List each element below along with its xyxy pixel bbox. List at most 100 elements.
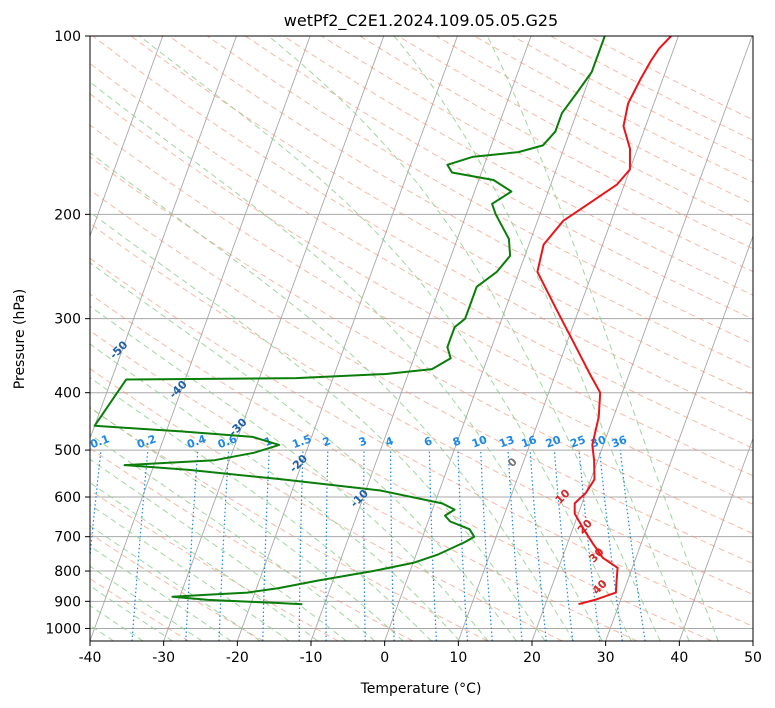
mixing-ratio-label: 2 (321, 434, 333, 449)
isotherm-line (457, 36, 679, 641)
dry-adiabat-label: -10 (348, 487, 371, 510)
mixing-ratio-line (578, 450, 601, 641)
moist-adiabat-line (90, 262, 517, 641)
dry-adiabat-line (550, 36, 753, 141)
mixing-ratio-line (131, 450, 149, 641)
dry-adiabat-line (90, 124, 753, 505)
y-tick-label: 800 (54, 564, 81, 580)
isotherm-line (90, 36, 164, 238)
mixing-ratio-line (363, 450, 366, 641)
moist-adiabat-label: 0 (505, 455, 520, 470)
mixing-ratio-line (90, 450, 102, 562)
dry-adiabat-label: -20 (287, 452, 310, 475)
dry-adiabat-line (168, 36, 753, 370)
dry-adiabat-line (90, 407, 488, 641)
mixing-ratio-label: 1.5 (290, 432, 313, 451)
x-tick-label: 10 (449, 650, 467, 666)
chart-title: wetPf2_C2E1.2024.109.05.05.G25 (284, 11, 558, 31)
mixing-ratio-line (507, 450, 523, 641)
moist-adiabat-line (90, 503, 290, 641)
dry-adiabat-line (90, 222, 753, 596)
moist-adiabat-line (90, 406, 404, 641)
dry-adiabat-label: -70 (0, 254, 14, 277)
x-tick-label: 50 (744, 650, 762, 666)
moist-adiabat-line (90, 565, 203, 641)
x-tick-label: 30 (597, 650, 615, 666)
mixing-ratio-line (619, 450, 646, 641)
mixing-ratio-label: 36 (610, 433, 629, 451)
dry-adiabat-line (90, 489, 339, 641)
moist-adiabat-line (487, 36, 719, 641)
y-tick-label: 600 (54, 490, 81, 506)
pressure-gridlines (90, 36, 753, 629)
isotherm-lines (90, 36, 753, 641)
moist-adiabat-line (393, 36, 690, 641)
mixing-ratio-label: 0.6 (216, 432, 239, 451)
y-tick-label: 100 (54, 29, 81, 45)
moist-adiabat-line (90, 545, 232, 641)
mixing-ratio-line (480, 450, 493, 641)
mixing-ratio-label: 6 (422, 434, 434, 449)
dry-adiabat-label: -40 (167, 378, 190, 401)
dry-adiabat-line (206, 36, 753, 345)
dry-adiabat-label: -50 (107, 338, 130, 361)
mixing-ratio-line (529, 450, 547, 641)
mixing-ratio-label: 0.4 (185, 432, 208, 451)
dry-adiabat-lines (90, 36, 753, 641)
moist-adiabat-line (90, 211, 546, 641)
x-tick-label: -40 (79, 650, 102, 666)
mixing-ratio-line (553, 450, 574, 641)
isotherm-line (236, 36, 458, 641)
moist-adiabat-line (90, 305, 489, 641)
isotherm-line (90, 36, 311, 641)
y-axis-ticks: 100 200 300 400 500 600 700 800 900 1000 (45, 29, 90, 637)
mixing-ratio-line (390, 450, 395, 641)
mixing-ratio-line (298, 450, 304, 641)
y-tick-label: 500 (54, 443, 81, 459)
reference-line-labels: 0.10.20.40.611.52346810131620253036-100-… (0, 254, 629, 597)
y-tick-label: 1000 (45, 621, 81, 637)
sounding-profiles (93, 36, 672, 606)
mixing-ratio-label: 13 (497, 433, 516, 450)
x-tick-label: -20 (226, 650, 249, 666)
moist-adiabat-line (90, 343, 461, 641)
temperature-profile (536, 36, 672, 606)
x-axis-ticks: -40 -30 -20 -10 0 10 20 30 40 50 (79, 641, 762, 666)
dry-adiabat-line (321, 36, 753, 273)
x-tick-label: 20 (523, 650, 541, 666)
mixing-ratio-label: 10 (470, 433, 489, 451)
y-tick-label: 900 (54, 594, 81, 610)
moist-adiabat-line (90, 433, 376, 641)
moist-adiabat-line (90, 376, 432, 641)
x-tick-label: -30 (152, 650, 175, 666)
isotherm-line (384, 36, 606, 641)
moist-adiabat-line (90, 152, 575, 641)
dry-adiabat-line (90, 578, 190, 641)
x-tick-label: 0 (380, 650, 389, 666)
isotherm-line (531, 36, 753, 641)
moist-adiabat-lines (90, 36, 719, 641)
dry-adiabat-line (90, 257, 753, 627)
moist-adiabat-line (90, 481, 319, 641)
y-tick-label: 200 (54, 207, 81, 223)
mixing-ratio-line (185, 450, 199, 641)
mixing-ratio-label: 4 (384, 434, 396, 449)
isotherm-line (605, 234, 753, 641)
x-tick-label: -10 (300, 650, 323, 666)
dry-adiabat-line (90, 189, 753, 565)
dry-adiabat-line (92, 36, 753, 422)
mixing-ratio-line (325, 450, 329, 641)
y-tick-label: 400 (54, 386, 81, 402)
dry-adiabat-line (90, 62, 753, 449)
x-tick-label: 40 (670, 650, 688, 666)
mixing-ratio-line (218, 450, 230, 641)
dry-adiabat-line (90, 368, 563, 641)
mixing-ratio-label: 0.2 (135, 432, 158, 451)
plot-frame (89, 35, 754, 642)
mixing-ratio-line (599, 450, 623, 641)
dry-adiabat-line (283, 36, 753, 296)
isotherm-line (90, 36, 237, 440)
isotherm-line (163, 36, 385, 641)
mixing-ratio-label: 8 (451, 434, 463, 449)
